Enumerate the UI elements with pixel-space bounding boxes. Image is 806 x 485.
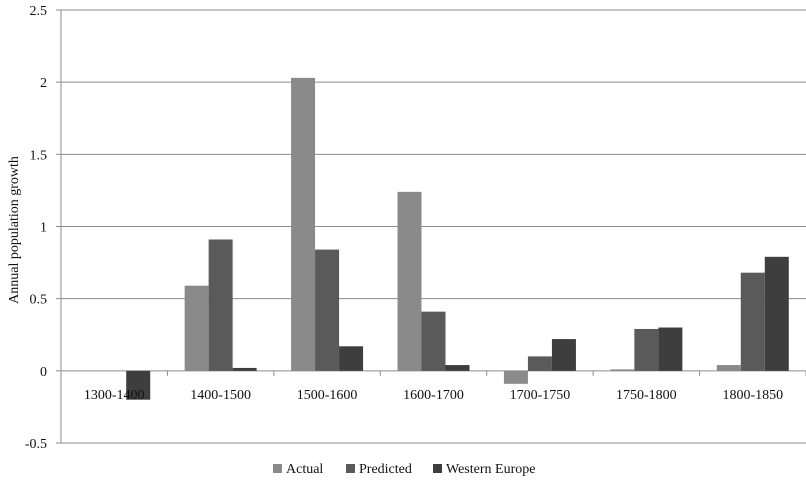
legend-label: Western Europe bbox=[446, 462, 535, 477]
gridlines bbox=[61, 9, 806, 444]
y-tick-label: 2.5 bbox=[30, 4, 48, 19]
y-tick-label: -0.5 bbox=[25, 437, 47, 452]
bar-predicted-1750-1800 bbox=[634, 328, 659, 371]
bar-western-europe-1750-1800 bbox=[658, 327, 683, 371]
bar-actual-1500-1600 bbox=[291, 77, 316, 371]
legend-swatch-predicted bbox=[346, 464, 355, 473]
y-tick-label: 2 bbox=[40, 76, 47, 91]
x-category-label: 1300-1400 bbox=[84, 388, 145, 403]
y-tick-label: 0 bbox=[40, 365, 47, 380]
bar-western-europe-1400-1500 bbox=[232, 367, 257, 371]
legend-label: Actual bbox=[286, 462, 323, 477]
bar-western-europe-1600-1700 bbox=[445, 365, 470, 371]
axes bbox=[56, 9, 806, 444]
bar-western-europe-1500-1600 bbox=[339, 346, 364, 371]
x-category-label: 1800-1850 bbox=[722, 388, 783, 403]
x-category-label: 1750-1800 bbox=[616, 388, 677, 403]
bar-predicted-1500-1600 bbox=[315, 249, 340, 371]
bar-predicted-1400-1500 bbox=[208, 239, 233, 371]
legend: Actual Predicted Western Europe bbox=[273, 462, 535, 477]
y-tick-label: 0.5 bbox=[30, 293, 48, 308]
bar-actual-1600-1700 bbox=[397, 191, 422, 371]
bar-western-europe-1700-1750 bbox=[551, 339, 576, 371]
bar-actual-1750-1800 bbox=[610, 369, 635, 371]
x-category-label: 1400-1500 bbox=[190, 388, 251, 403]
x-category-label: 1700-1750 bbox=[510, 388, 571, 403]
y-tick-labels: -0.5 0 0.5 1 1.5 2 2.5 bbox=[25, 4, 47, 452]
y-axis-title: Annual population growth bbox=[7, 156, 22, 304]
y-tick-label: 1 bbox=[40, 221, 47, 236]
bars bbox=[126, 77, 789, 400]
y-tick-label: 1.5 bbox=[30, 148, 48, 163]
x-category-labels: 1300-1400 1400-1500 1500-1600 1600-1700 1700… bbox=[84, 388, 783, 403]
legend-swatch-western-europe bbox=[433, 464, 442, 473]
bar-actual-1700-1750 bbox=[503, 370, 528, 384]
legend-swatch-actual bbox=[273, 464, 282, 473]
bar-predicted-1700-1750 bbox=[527, 356, 552, 371]
x-category-label: 1600-1700 bbox=[403, 388, 464, 403]
bar-western-europe-1300-1400 bbox=[126, 370, 151, 400]
x-category-label: 1500-1600 bbox=[297, 388, 358, 403]
bar-actual-1400-1500 bbox=[184, 285, 209, 371]
bar-predicted-1800-1850 bbox=[740, 272, 765, 371]
legend-label: Predicted bbox=[359, 462, 412, 477]
bar-actual-1800-1850 bbox=[716, 365, 741, 371]
bar-western-europe-1800-1850 bbox=[764, 256, 789, 371]
bar-predicted-1600-1700 bbox=[421, 311, 446, 371]
